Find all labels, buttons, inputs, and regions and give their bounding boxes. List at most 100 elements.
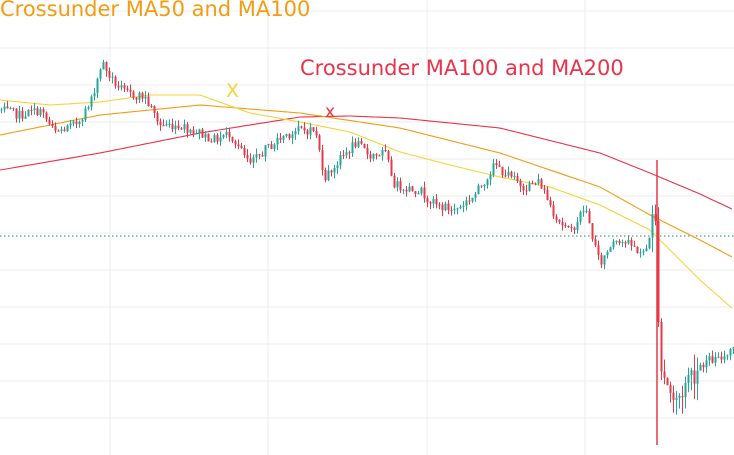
candle-down [177,125,180,129]
candle-up [120,85,123,88]
candle-up [3,106,6,110]
candle-down [429,202,432,204]
candle-down [525,190,528,192]
candle-down [555,216,558,221]
candle-down [681,395,684,398]
candle-down [633,245,636,247]
candle-down [153,106,156,113]
candle-down [540,179,543,189]
candle-up [90,96,93,107]
candle-up [576,221,579,230]
candle-down [354,142,357,147]
candle-down [270,144,273,149]
candle-up [408,186,411,192]
candle-down [348,152,351,154]
candle-down [51,123,54,126]
candle-up [639,252,642,254]
candle-up [396,181,399,188]
candle-up [372,154,375,159]
candle-down [330,170,333,173]
candle-up [507,171,510,176]
candle-down [156,112,159,122]
candle-up [264,145,267,157]
candle-up [96,78,99,94]
candle-up [486,179,489,185]
candle-up [336,165,339,168]
candle-up [213,135,216,143]
candle-down [573,227,576,230]
candle-up [612,241,615,248]
candle-down [495,163,498,166]
candle-down [702,364,705,368]
candle-down [366,148,369,155]
candle-up [255,154,258,158]
candle-down [318,135,321,151]
candle-down [228,131,231,138]
candle-down [468,200,471,202]
candle-up [453,208,456,211]
candle-down [390,159,393,176]
candle-up [477,185,480,195]
candle-up [492,163,495,175]
candle-up [198,129,201,134]
candle-down [150,105,153,107]
candle-down [12,107,15,109]
candle-down [510,171,513,177]
candle-up [81,119,84,122]
candle-up [579,211,582,222]
candle-up [459,206,462,209]
candle-down [21,110,24,119]
candle-up [462,205,465,207]
candle-up [345,152,348,156]
candle-up [24,116,27,119]
candle-up [696,370,699,384]
candle-up [99,69,102,79]
candle-up [471,197,474,202]
candle-up [291,134,294,139]
candle-up [282,136,285,140]
candle-down [426,198,429,203]
candle-down [546,189,549,201]
candle-up [699,364,702,371]
candle-up [294,131,297,135]
candle-down [237,144,240,147]
candle-up [708,356,711,361]
candle-up [69,123,72,126]
candle-down [123,85,126,89]
annotation-crossunder-ma50-ma100: Crossunder MA50 and MA100 [0,0,311,21]
candle-down [588,211,591,224]
candle-down [288,134,291,139]
candle-up [528,183,531,192]
candle-down [618,240,621,243]
candle-down [399,181,402,191]
candle-up [732,347,734,350]
candle-up [606,251,609,256]
candle-down [129,89,132,92]
crossunder-marker-ma50-ma100: X [226,80,240,102]
candle-up [195,133,198,135]
candle-down [543,188,546,190]
candle-down [54,125,57,131]
candle-up [27,109,30,117]
candle-up [513,176,516,178]
candle-up [621,242,624,244]
candle-up [615,240,618,242]
candle-up [651,213,654,238]
candle-up [204,133,207,138]
candle-down [141,92,144,99]
candle-up [705,360,708,368]
candle-down [657,220,660,322]
candle-down [522,186,525,191]
candle-down [501,166,504,176]
candle-up [675,397,678,400]
candle-down [231,137,234,142]
candle-up [309,127,312,135]
candle-down [240,146,243,148]
candle-down [57,130,60,132]
candle-down [363,143,366,149]
candle-down [630,239,633,246]
candle-down [108,70,111,78]
candle-up [225,131,228,136]
ma100-line-group [0,104,733,258]
